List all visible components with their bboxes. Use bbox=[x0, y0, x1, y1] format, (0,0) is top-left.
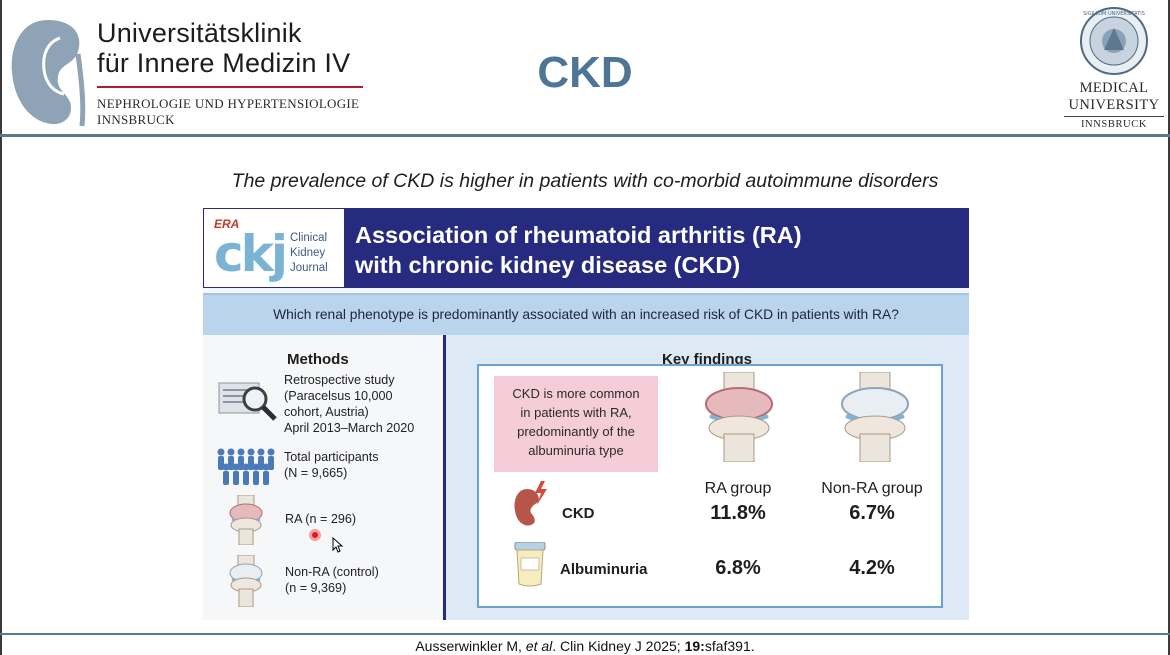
citation-authors: Ausserwinkler M, bbox=[415, 638, 526, 654]
graphical-abstract: ERA ckj Clinical Kidney Journal Associat… bbox=[203, 208, 969, 620]
total-participants: Total participants (N = 9,665) bbox=[284, 449, 379, 481]
kidney-icon bbox=[11, 20, 86, 127]
findings-callout: CKD is more common in patients with RA, … bbox=[494, 376, 658, 472]
department-line-1: NEPHROLOGIE UND HYPERTENSIOLOGIE bbox=[97, 96, 360, 111]
citation-article: sfaf391. bbox=[704, 638, 755, 654]
abstract-title-line-1: Association of rheumatoid arthritis (RA) bbox=[355, 222, 802, 248]
non-ra-joint-icon bbox=[229, 555, 263, 607]
ckd-non-ra-value: 6.7% bbox=[849, 502, 895, 524]
citation-etal: et al bbox=[525, 638, 553, 654]
research-question-bar: Which renal phenotype is predominantly a… bbox=[203, 293, 969, 335]
albuminuria-non-ra-value: 4.2% bbox=[849, 557, 895, 579]
key-findings-title: Key findings bbox=[662, 351, 753, 368]
study-design: Retrospective study (Paracelsus 10,000 c… bbox=[284, 372, 414, 436]
university-line-2: UNIVERSITY bbox=[1068, 97, 1160, 113]
journal-logo-letters: ckj bbox=[214, 225, 288, 283]
abstract-title-line-2: with chronic kidney disease (CKD) bbox=[355, 252, 741, 278]
callout-line-4: albuminuria type bbox=[528, 443, 624, 458]
logo-underline bbox=[97, 86, 363, 88]
abstract-banner: ERA ckj Clinical Kidney Journal Associat… bbox=[203, 208, 969, 288]
journal-name-2: Kidney bbox=[290, 247, 326, 259]
institution-line-1: Universitätsklinik bbox=[97, 18, 302, 48]
ra-joint-icon bbox=[229, 495, 263, 545]
callout-line-3: predominantly of the bbox=[517, 424, 635, 439]
citation-volume: 19: bbox=[684, 638, 705, 654]
callout-line-1: CKD is more common bbox=[512, 386, 640, 401]
slide-title: CKD bbox=[537, 48, 633, 97]
citation: Ausserwinkler M, et al. Clin Kidney J 20… bbox=[0, 638, 1170, 654]
study-line-3: cohort, Austria) bbox=[284, 405, 369, 419]
slide-header: Universitätsklinik für Innere Medizin IV… bbox=[0, 0, 1170, 136]
university-line-1: MEDICAL bbox=[1079, 80, 1149, 96]
department-line-2: INNSBRUCK bbox=[97, 112, 175, 127]
university-city: INNSBRUCK bbox=[1080, 119, 1148, 130]
journal-logo: ERA ckj Clinical Kidney Journal bbox=[203, 208, 345, 288]
study-line-2: (Paracelsus 10,000 bbox=[284, 389, 393, 403]
callout-line-2: in patients with RA, bbox=[520, 405, 632, 420]
seal-text: SIGILLUM UNIVERSITATIS bbox=[1083, 11, 1145, 17]
row-label-ckd: CKD bbox=[562, 505, 595, 522]
methods-title: Methods bbox=[287, 351, 349, 368]
albuminuria-ra-value: 6.8% bbox=[715, 557, 761, 579]
citation-journal: . Clin Kidney J 2025; bbox=[552, 638, 685, 654]
panel-divider bbox=[443, 335, 446, 620]
ckd-ra-value: 11.8% bbox=[710, 502, 766, 524]
magnifier-document-icon bbox=[218, 382, 277, 421]
journal-name: Clinical Kidney Journal bbox=[290, 231, 328, 276]
university-name: MEDICAL UNIVERSITY bbox=[1058, 80, 1170, 114]
non-ra-group-count: Non-RA (control) (n = 9,369) bbox=[285, 564, 379, 596]
methods-panel: Methods Retrospective study (Paracelsus … bbox=[203, 335, 443, 620]
mouse-cursor-icon bbox=[332, 537, 344, 553]
row-label-albuminuria: Albuminuria bbox=[560, 561, 648, 578]
journal-name-1: Clinical bbox=[290, 232, 328, 244]
col-header-non-ra: Non-RA group bbox=[821, 480, 923, 497]
non-ra-line-2: (n = 9,369) bbox=[285, 581, 347, 595]
ra-knee-icon bbox=[705, 372, 773, 462]
people-group-icon bbox=[217, 448, 275, 485]
findings-box: CKD is more common in patients with RA, … bbox=[477, 364, 943, 608]
non-ra-knee-icon bbox=[841, 372, 909, 462]
era-badge: ERA bbox=[214, 217, 240, 231]
kidney-lightning-icon bbox=[514, 481, 547, 526]
participants-line-1: Total participants bbox=[284, 450, 379, 464]
ra-group-count: RA (n = 296) bbox=[285, 512, 357, 526]
slide-subtitle: The prevalence of CKD is higher in patie… bbox=[231, 170, 939, 192]
laser-pointer-dot bbox=[312, 532, 318, 538]
university-divider bbox=[1064, 116, 1164, 117]
university-seal-icon: SIGILLUM UNIVERSITATIS bbox=[1080, 7, 1148, 75]
frame-left-border bbox=[0, 0, 2, 655]
key-findings-panel: Key findings CKD is more common in patie… bbox=[446, 335, 969, 620]
footer-rule bbox=[0, 633, 1170, 635]
participants-line-2: (N = 9,665) bbox=[284, 466, 348, 480]
institution-line-2: für Innere Medizin IV bbox=[97, 48, 351, 78]
urine-cup-icon bbox=[514, 542, 546, 587]
research-question: Which renal phenotype is predominantly a… bbox=[273, 307, 899, 322]
journal-name-3: Journal bbox=[290, 262, 328, 274]
abstract-title: Association of rheumatoid arthritis (RA)… bbox=[355, 220, 802, 280]
study-line-4: April 2013–March 2020 bbox=[284, 421, 415, 435]
col-header-ra: RA group bbox=[704, 480, 772, 497]
department-name: NEPHROLOGIE UND HYPERTENSIOLOGIE INNSBRU… bbox=[97, 96, 359, 128]
institution-name: Universitätsklinik für Innere Medizin IV bbox=[97, 18, 350, 78]
study-line-1: Retrospective study bbox=[284, 373, 395, 387]
header-rule bbox=[0, 134, 1170, 137]
frame-right-border bbox=[1168, 0, 1170, 655]
non-ra-line-1: Non-RA (control) bbox=[285, 565, 379, 579]
